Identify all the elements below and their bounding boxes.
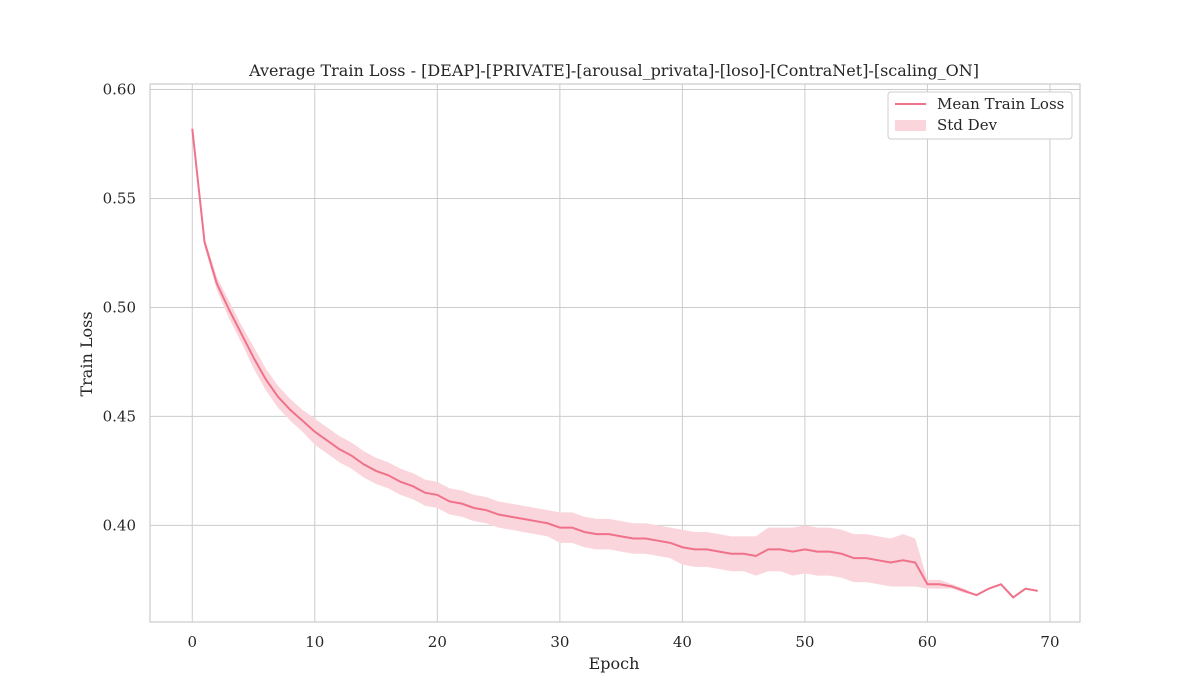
grid-lines: [150, 84, 1080, 622]
x-tick-label: 0: [187, 633, 197, 651]
plot-area-frame: [149, 83, 1081, 623]
y-tick-label: 0.50: [103, 298, 136, 316]
y-axis-label: Train Loss: [77, 311, 96, 396]
x-axis-label: Epoch: [589, 654, 640, 673]
mean-train-loss-line: [191, 128, 1038, 599]
std-dev-band: [192, 126, 1038, 598]
x-tick-label: 50: [795, 633, 814, 651]
y-tick-label: 0.55: [103, 189, 136, 207]
legend: Mean Train Loss Std Dev: [887, 91, 1073, 140]
x-tick-label: 60: [918, 633, 937, 651]
x-tick-label: 70: [1040, 633, 1059, 651]
y-tick-label: 0.40: [103, 516, 136, 534]
y-tick-label: 0.45: [103, 407, 136, 425]
x-axis-ticks: 0 10 20 30 40 50 60 70: [187, 633, 1059, 651]
legend-label-mean: Mean Train Loss: [937, 95, 1064, 113]
legend-band-swatch: [895, 120, 926, 131]
y-axis-ticks: 0.40 0.45 0.50 0.55 0.60: [103, 80, 136, 534]
legend-box: [887, 91, 1073, 140]
chart-title: Average Train Loss - [DEAP]-[PRIVATE]-[a…: [248, 61, 979, 80]
x-tick-label: 30: [550, 633, 569, 651]
x-tick-label: 10: [305, 633, 324, 651]
x-tick-label: 40: [673, 633, 692, 651]
legend-label-std: Std Dev: [937, 116, 998, 134]
y-tick-label: 0.60: [103, 80, 136, 98]
x-tick-label: 20: [428, 633, 447, 651]
